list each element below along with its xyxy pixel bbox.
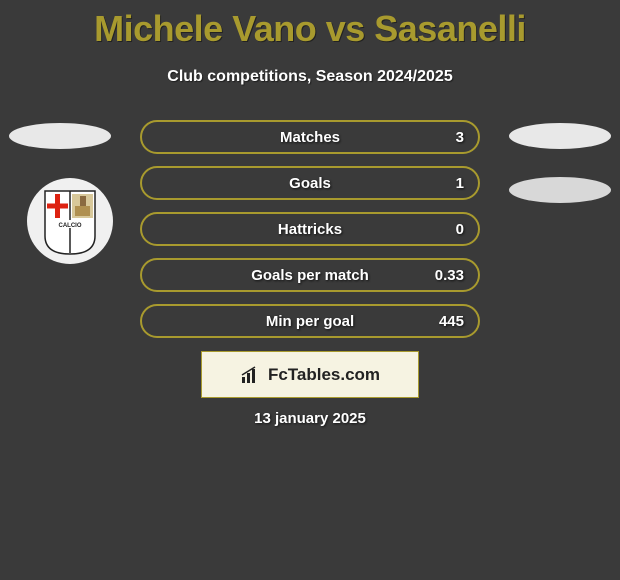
stat-row: Goals per match 0.33: [140, 258, 480, 292]
attribution-badge[interactable]: FcTables.com: [201, 351, 419, 398]
stat-label: Min per goal: [266, 313, 354, 330]
player-right-placeholder-1: [509, 123, 611, 149]
stat-value: 1: [456, 175, 464, 192]
player-left-placeholder: [9, 123, 111, 149]
player-right-placeholder-2: [509, 177, 611, 203]
stat-value: 0.33: [435, 267, 464, 284]
page-title: Michele Vano vs Sasanelli: [0, 0, 620, 50]
stat-label: Goals: [289, 175, 331, 192]
stat-row: Matches 3: [140, 120, 480, 154]
bar-chart-icon: [240, 364, 262, 386]
stat-label: Goals per match: [251, 267, 369, 284]
stat-value: 445: [439, 313, 464, 330]
stat-row: Hattricks 0: [140, 212, 480, 246]
stat-label: Hattricks: [278, 221, 342, 238]
svg-text:CALCIO: CALCIO: [59, 223, 82, 229]
stat-value: 0: [456, 221, 464, 238]
page-subtitle: Club competitions, Season 2024/2025: [0, 68, 620, 86]
stat-value: 3: [456, 129, 464, 146]
crest-icon: CALCIO: [35, 186, 105, 256]
stat-label: Matches: [280, 129, 340, 146]
attribution-text: FcTables.com: [268, 365, 380, 385]
stat-row: Goals 1: [140, 166, 480, 200]
stat-row: Min per goal 445: [140, 304, 480, 338]
stats-panel: Matches 3 Goals 1 Hattricks 0 Goals per …: [140, 120, 480, 350]
footer-date: 13 january 2025: [254, 410, 366, 427]
club-crest: CALCIO: [27, 178, 113, 264]
